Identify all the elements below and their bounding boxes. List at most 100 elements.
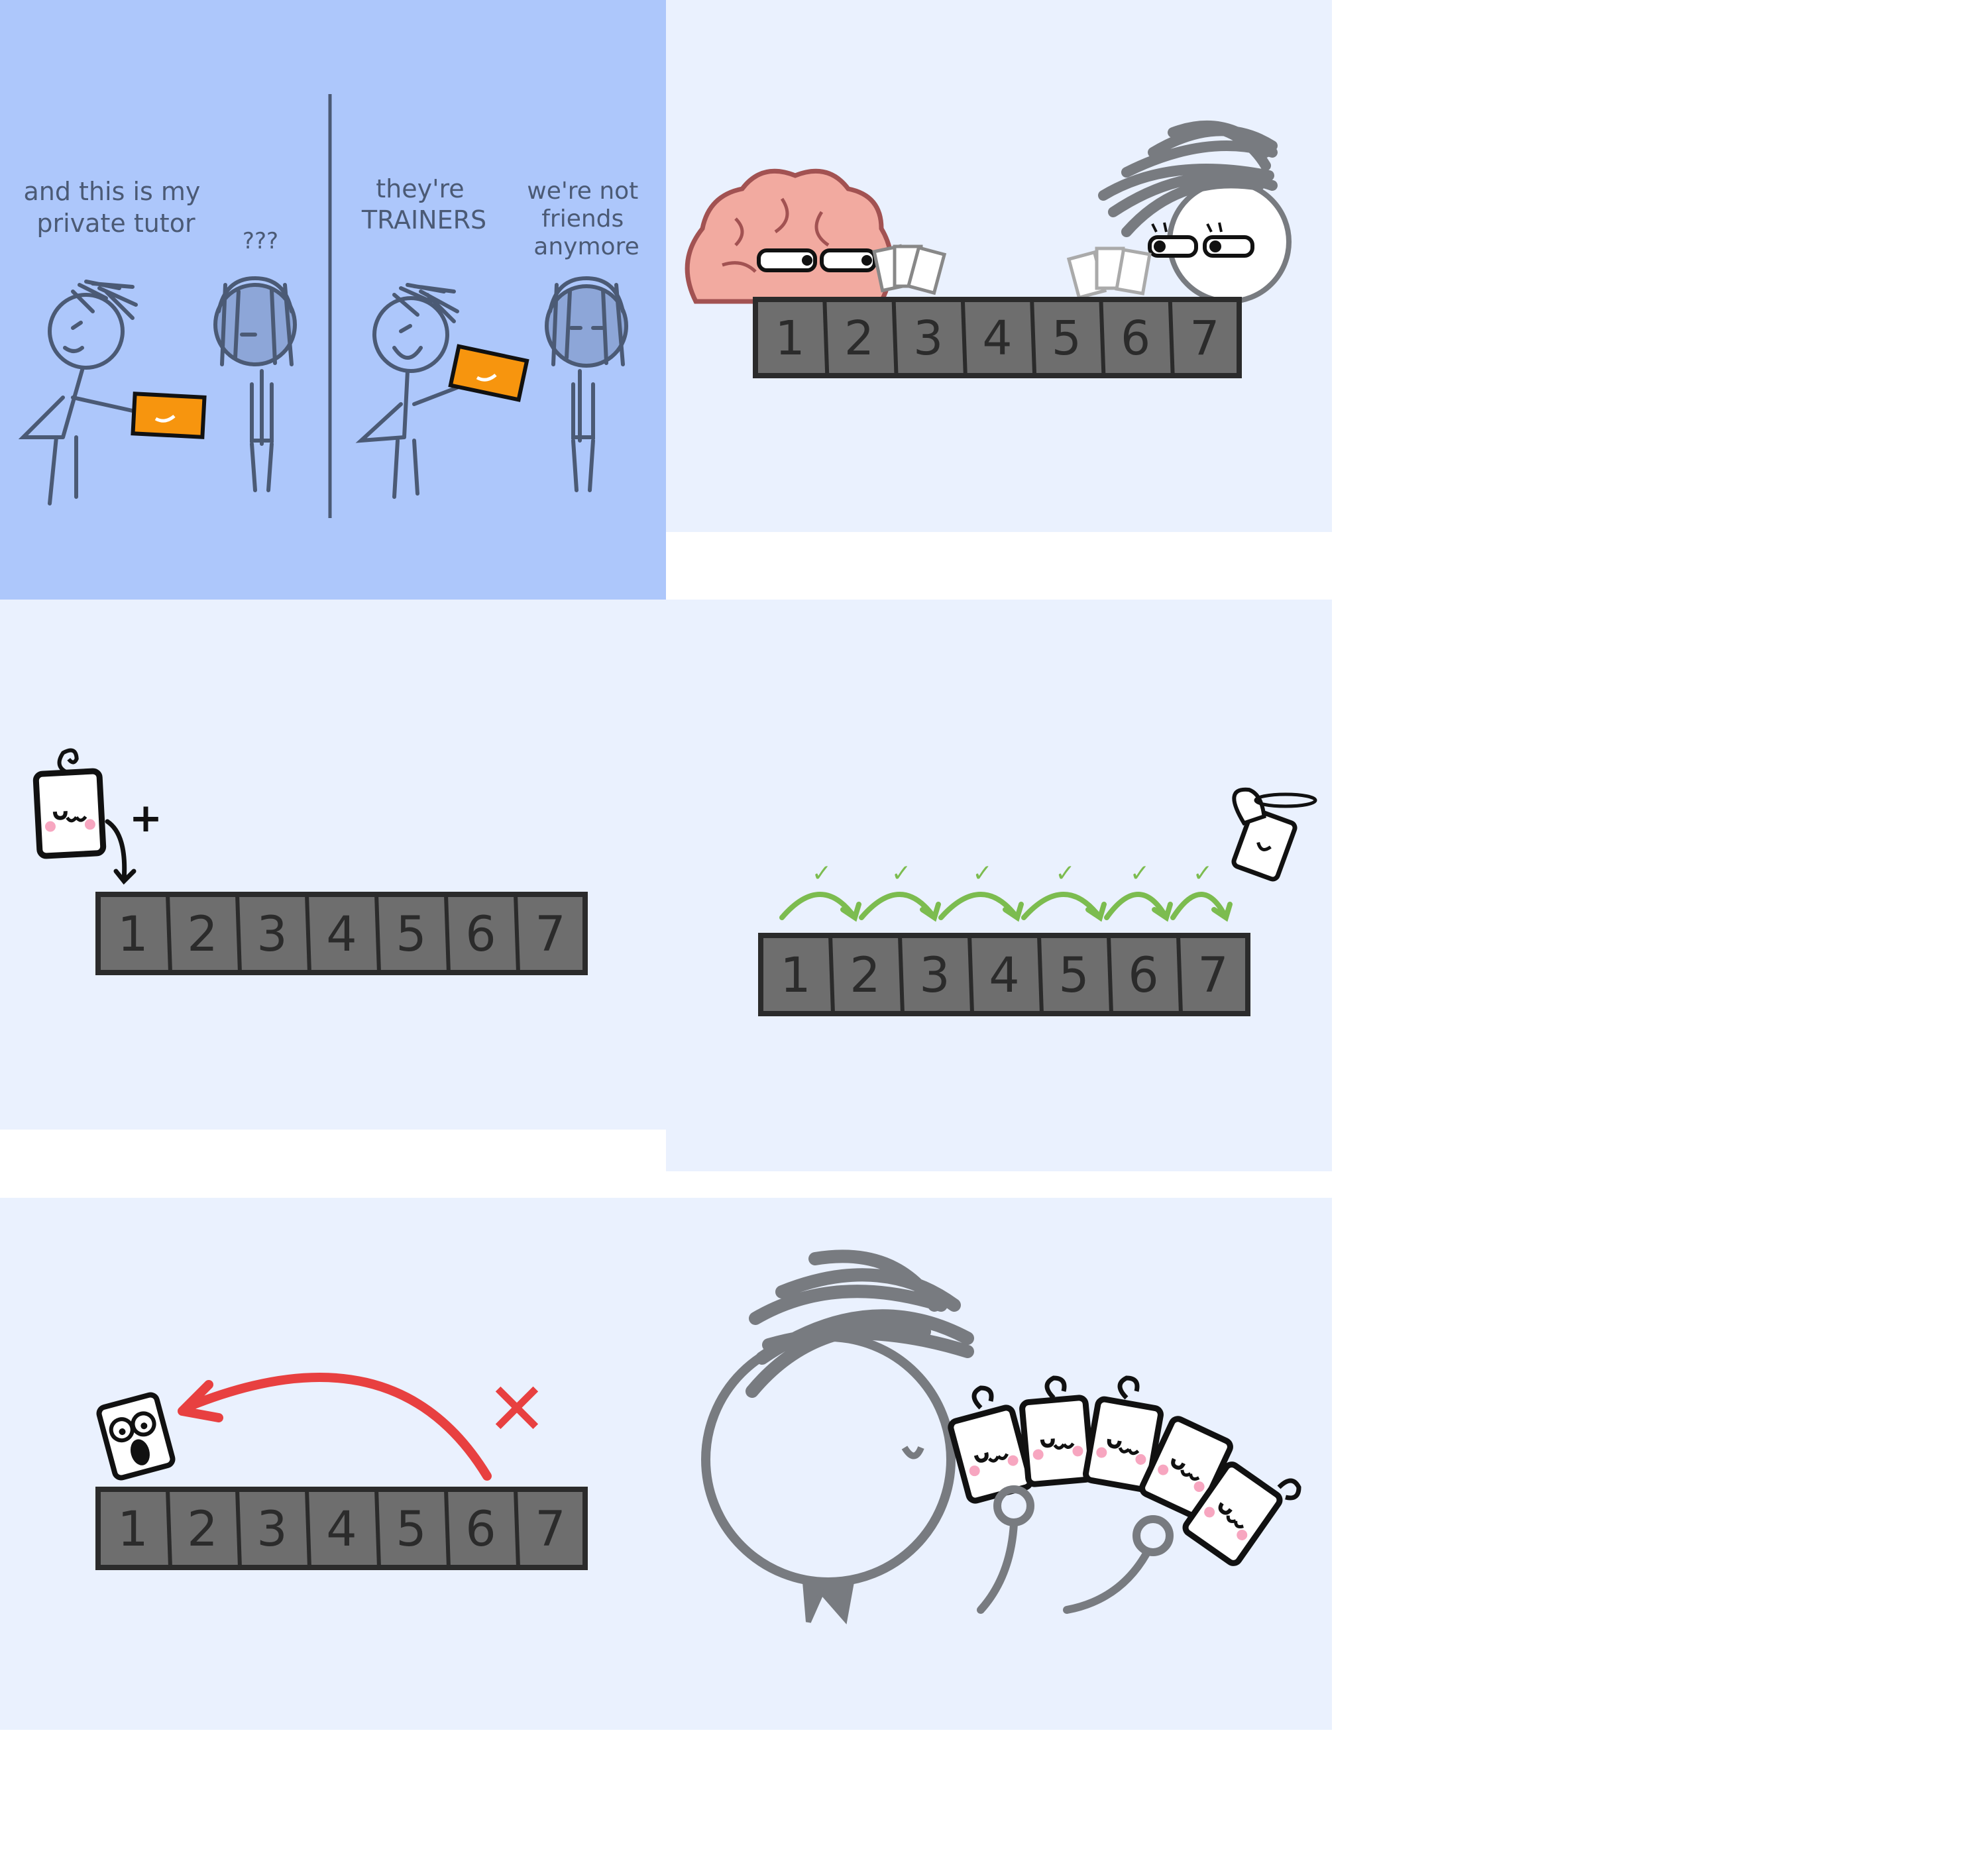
drop-arrow [105, 819, 137, 885]
slot-number-5: 5 [396, 906, 426, 963]
check-mark: ✓ [1055, 860, 1075, 887]
panel-4-background [666, 600, 1332, 1171]
reply-right: we're not friends anymore [527, 178, 646, 260]
slot-divider [305, 1489, 311, 1568]
halo [1254, 792, 1317, 808]
happy-card-icon [34, 748, 103, 856]
hop-arrow [938, 892, 1024, 922]
girl-right [355, 283, 459, 499]
plus-sign: + [129, 795, 162, 841]
slot-divider [1099, 299, 1106, 376]
check-mark: ✓ [812, 860, 832, 887]
slot-divider [514, 1489, 520, 1568]
slot-divider [235, 894, 242, 973]
slot-divider [166, 1489, 172, 1568]
slot-divider [1107, 935, 1113, 1014]
slot-divider [166, 894, 172, 973]
hop-arrow [779, 892, 861, 922]
slot-divider [898, 935, 905, 1014]
slot-divider [1030, 299, 1037, 376]
playing-cards-icon-2 [1066, 246, 1152, 300]
slot-number-5: 5 [1058, 947, 1089, 1004]
check-mark: ✓ [972, 860, 992, 887]
slot-divider [374, 894, 381, 973]
slot-divider [891, 299, 899, 376]
slot-divider [444, 894, 451, 973]
check-mark: ✓ [1193, 860, 1213, 887]
boy-big-head [701, 1249, 974, 1624]
hop-arrow [859, 892, 941, 922]
slot-number-5: 5 [1052, 311, 1081, 366]
slot-number-4: 4 [326, 906, 357, 963]
box-body [753, 297, 1242, 378]
check-mark: ✓ [891, 860, 911, 887]
slot-divider [1176, 935, 1183, 1014]
boy-left [213, 276, 297, 492]
slot-divider [822, 299, 830, 376]
slot-number-4: 4 [326, 1501, 357, 1558]
panel-3-background [0, 600, 666, 1130]
slot-number-3: 3 [913, 311, 943, 366]
slot-number-6: 6 [465, 1501, 496, 1558]
girl-left [18, 280, 138, 505]
slot-number-4: 4 [989, 947, 1019, 1004]
slot-number-1: 1 [117, 1501, 148, 1558]
panel-6 [666, 1198, 1332, 1730]
slot-number-4: 4 [982, 311, 1012, 366]
check-mark: ✓ [1130, 860, 1150, 887]
slot-number-2: 2 [850, 947, 880, 1004]
speech-right: they're TRAINERS [361, 174, 486, 235]
hop-arrow [1170, 892, 1233, 922]
slot-divider [444, 1489, 451, 1568]
panel-5-background [0, 1198, 666, 1730]
slot-number-5: 5 [396, 1501, 426, 1558]
hop-arrow [1021, 892, 1107, 922]
boy-spiky-hair [1098, 121, 1292, 304]
box-body [95, 1487, 588, 1570]
slot-number-6: 6 [465, 906, 496, 963]
slot-divider [828, 935, 835, 1014]
slot-divider [305, 894, 311, 973]
boy-right [545, 276, 628, 492]
hop-arrows: ✓ ✓ ✓ ✓ ✓ ✓ [779, 860, 1233, 922]
box-body [758, 933, 1250, 1016]
slot-divider [960, 299, 967, 376]
red-arrowhead [178, 1380, 223, 1422]
slot-number-6: 6 [1121, 311, 1150, 366]
slot-number-6: 6 [1128, 947, 1158, 1004]
slot-number-1: 1 [780, 947, 810, 1004]
slot-divider [514, 894, 520, 973]
slot-number-2: 2 [187, 1501, 217, 1558]
scared-card-icon [96, 1392, 176, 1481]
slot-divider [967, 935, 974, 1014]
slot-number-1: 1 [775, 311, 805, 366]
slot-number-7: 7 [1189, 311, 1219, 366]
happy-card-2 [1022, 1397, 1092, 1485]
gift-card-icon [131, 392, 207, 439]
slot-divider [235, 1489, 242, 1568]
card-curls [971, 1375, 1301, 1501]
slot-divider [1168, 299, 1175, 376]
slot-number-3: 3 [256, 1501, 287, 1558]
gift-card-icon-2 [448, 344, 529, 402]
box-body [95, 892, 588, 975]
slot-number-3: 3 [256, 906, 287, 963]
slot-number-2: 2 [844, 311, 874, 366]
slot-divider [374, 1489, 381, 1568]
slot-number-1: 1 [117, 906, 148, 963]
boy-arms [977, 1485, 1174, 1614]
speech-left: and this is my private tutor [23, 177, 208, 238]
slot-divider [1037, 935, 1044, 1014]
slot-number-2: 2 [187, 906, 217, 963]
panel-1: and this is my private tutor ??? they're… [0, 0, 666, 600]
slot-number-3: 3 [919, 947, 950, 1004]
